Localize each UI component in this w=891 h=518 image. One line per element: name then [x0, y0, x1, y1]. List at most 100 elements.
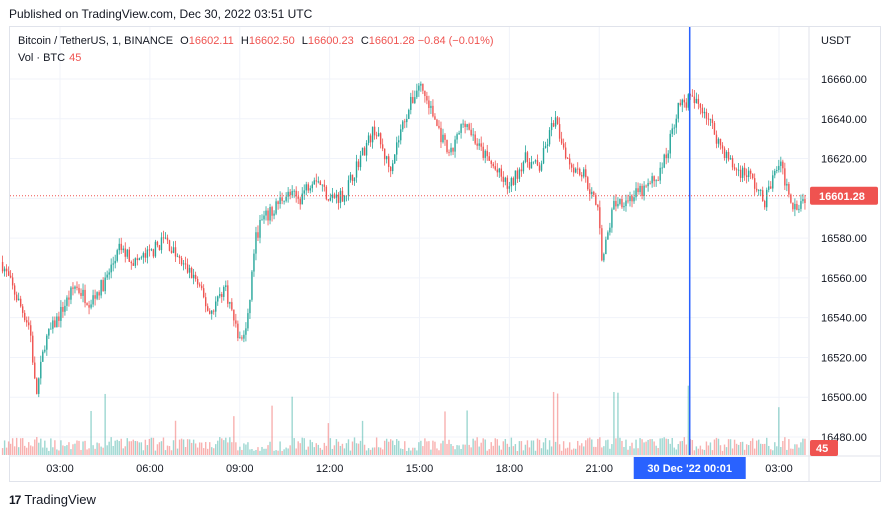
volume-bar — [579, 445, 581, 455]
volume-bar — [285, 447, 287, 455]
candle-body — [800, 201, 802, 209]
volume-bar — [725, 447, 728, 455]
volume-bar — [60, 440, 62, 455]
candle-body — [647, 182, 649, 187]
volume-bar — [396, 439, 398, 455]
candle-body — [428, 100, 430, 108]
volume-bar — [462, 444, 464, 455]
volume-bar — [392, 440, 394, 455]
volume-bar — [387, 441, 390, 455]
candle-body — [699, 103, 702, 108]
volume-bar — [98, 443, 100, 455]
volume-bar — [456, 445, 458, 455]
candle-body — [802, 199, 804, 202]
volume-bar — [741, 441, 744, 455]
candle-body — [760, 190, 762, 192]
volume-bar — [17, 447, 20, 455]
volume-bar — [353, 437, 356, 455]
volume-bar — [339, 445, 342, 455]
volume-bar — [480, 442, 482, 455]
volume-bar — [552, 391, 555, 455]
volume-bar — [432, 440, 434, 455]
candle-body — [804, 199, 806, 204]
candle-body — [144, 253, 147, 258]
volume-bar — [440, 443, 442, 455]
volume-label[interactable]: Vol · BTC — [18, 52, 66, 64]
volume-bar — [40, 438, 42, 455]
candle-body — [460, 124, 462, 133]
volume-bar — [114, 440, 116, 455]
last-volume-badge — [810, 440, 838, 456]
time-tick-label: 03:00 — [46, 463, 74, 475]
currency-label: USDT — [821, 35, 851, 47]
chart-frame — [9, 26, 881, 482]
candle-body — [383, 148, 386, 160]
volume-bar — [512, 446, 515, 455]
candle-body — [381, 144, 384, 149]
time-tick-label: 03:00 — [765, 463, 793, 475]
candle-body — [633, 197, 635, 202]
candle-body — [273, 213, 275, 216]
candle-body — [102, 280, 104, 292]
candle-body — [9, 275, 12, 278]
volume-bar — [219, 437, 221, 455]
candle-body — [432, 105, 434, 117]
candle-body — [285, 196, 287, 201]
candle-body — [605, 239, 607, 255]
candle-body — [134, 258, 137, 266]
volume-bar — [786, 449, 788, 455]
candle-body — [52, 320, 54, 329]
candle-body — [396, 142, 398, 155]
volume-bar — [398, 440, 400, 455]
candle-body — [190, 267, 193, 279]
candle-body — [424, 90, 426, 96]
candle-body — [780, 161, 782, 166]
candle-body — [68, 297, 70, 300]
volume-bar — [713, 439, 716, 455]
volume-bar — [570, 449, 573, 455]
volume-bar — [112, 445, 114, 455]
candle-body — [488, 156, 490, 161]
time-tick-label: 12:00 — [316, 463, 344, 475]
symbol-title[interactable]: Bitcoin / TetherUS, 1, BINANCE — [18, 35, 174, 47]
candle-body — [577, 168, 579, 170]
candle-body — [138, 258, 141, 261]
volume-bar — [307, 446, 309, 455]
volume-bar — [621, 440, 623, 455]
volume-bar — [697, 448, 700, 455]
volume-bar — [343, 448, 346, 455]
candle-body — [617, 203, 619, 207]
volume-bar — [510, 437, 513, 455]
candle-body — [317, 181, 320, 183]
volume-bar — [637, 448, 639, 455]
candle-body — [96, 292, 98, 299]
volume-bar — [34, 439, 36, 455]
candle-body — [743, 167, 746, 176]
candle-body — [17, 298, 20, 301]
volume-bar — [291, 396, 293, 455]
candle-body — [84, 289, 86, 304]
candle-body — [651, 176, 653, 184]
volume-bar — [207, 448, 209, 455]
volume-bar — [520, 441, 523, 455]
volume-bar — [188, 439, 191, 455]
candle-body — [313, 180, 315, 185]
volume-bar — [110, 437, 112, 455]
volume-bar — [733, 439, 736, 455]
candle-body — [474, 134, 476, 144]
candle-body — [655, 180, 657, 182]
candle-body — [249, 299, 251, 314]
candle-body — [19, 298, 22, 307]
candle-body — [172, 247, 175, 253]
candle-body — [500, 168, 503, 177]
volume-bar — [84, 440, 86, 455]
candle-body — [92, 295, 94, 305]
volume-bar — [562, 441, 565, 455]
candle-body — [279, 197, 281, 205]
volume-bar — [568, 442, 571, 455]
volume-bar — [619, 437, 621, 455]
volume-bar — [528, 447, 531, 455]
volume-bar — [90, 410, 92, 455]
volume-bar — [492, 445, 494, 455]
